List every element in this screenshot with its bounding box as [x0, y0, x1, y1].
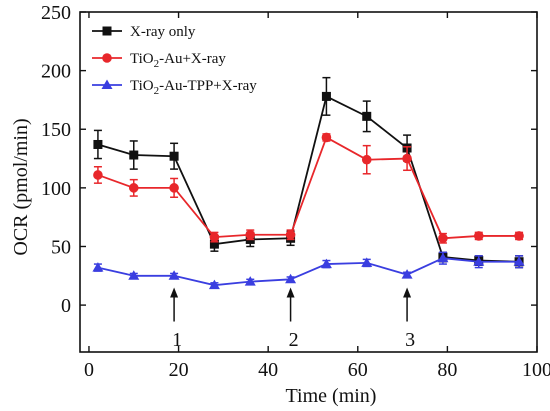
annotation-arrow-head [286, 287, 295, 298]
data-point-triangle [320, 258, 332, 269]
y-tick-label: 0 [61, 295, 71, 317]
data-point-triangle [401, 269, 413, 279]
series-3 [92, 251, 525, 290]
data-point-circle [93, 170, 103, 180]
data-point-square [169, 151, 179, 161]
x-tick-label: 0 [84, 359, 94, 381]
data-point-triangle [437, 252, 449, 263]
plot-frame [79, 11, 538, 353]
data-point-square [362, 111, 372, 121]
annotation-arrow-head [403, 287, 412, 298]
annotation-label: 2 [289, 329, 299, 351]
legend-name-subscript: 2 [154, 85, 160, 97]
y-tick-label: 150 [41, 119, 71, 141]
y-tick-label: 100 [41, 178, 71, 200]
x-tick-label: 20 [169, 359, 189, 381]
x-tick-label: 80 [437, 359, 457, 381]
annotation-label: 3 [405, 329, 415, 351]
data-point-circle [209, 232, 220, 242]
legend-name-suffix: -Au-TPP+X-ray [159, 78, 257, 94]
legend-name-suffix: -Au+X-ray [159, 51, 226, 67]
y-tick-label: 200 [41, 61, 71, 83]
annotations: 1 2 3 [170, 287, 415, 351]
data-point-triangle [244, 276, 256, 286]
legend-name-prefix: TiO [130, 51, 154, 67]
data-point-circle [438, 233, 448, 244]
data-point-circle [285, 229, 296, 240]
annotation-arrow-head [170, 287, 179, 298]
axes [79, 11, 538, 353]
data-point-circle [473, 231, 484, 241]
y-tick-label: 50 [51, 236, 71, 258]
data-point-circle [128, 183, 139, 193]
legend-name-prefix: TiO [130, 78, 154, 94]
data-point-circle [321, 132, 332, 143]
data-point-square [209, 239, 219, 249]
x-tick-label: 40 [258, 359, 278, 381]
legend-entry-1: X-ray only [130, 24, 196, 40]
data-point-triangle [92, 262, 104, 272]
data-point-circle [361, 154, 372, 165]
x-tick-label: 100 [522, 359, 550, 381]
series-line [97, 95, 520, 263]
y-tick-label: 250 [41, 2, 71, 24]
data-point-triangle [285, 273, 297, 284]
data-point-triangle [208, 279, 220, 290]
x-axis-title: Time (min) [286, 385, 377, 407]
data-point-triangle [101, 79, 113, 89]
data-point-circle [245, 229, 256, 240]
series-line [97, 257, 520, 287]
tick-labels: 0 20 40 60 80 100 0 50 100 150 200 250 [41, 2, 550, 381]
data-point-circle [402, 153, 412, 164]
legend-entry-3: TiO2-Au-TPP+X-ray [130, 78, 257, 97]
data-point-triangle [473, 256, 485, 266]
legend-name-subscript: 2 [154, 58, 160, 70]
data-point-square [129, 150, 139, 160]
data-point-square [93, 139, 103, 149]
series-1 [93, 76, 524, 269]
data-point-triangle [361, 257, 373, 267]
data-point-circle [102, 53, 112, 63]
series-2 [93, 132, 524, 244]
annotation-label: 1 [172, 329, 182, 351]
data-point-circle [514, 231, 524, 241]
series-layer [92, 76, 525, 290]
series-line [97, 136, 520, 240]
x-tick-label: 60 [348, 359, 368, 381]
data-point-triangle [128, 270, 140, 280]
data-point-circle [169, 183, 179, 193]
data-point-square [102, 26, 112, 36]
y-axis-title: OCR (pmol/min) [10, 118, 32, 255]
data-point-triangle [513, 256, 525, 266]
data-point-square [321, 91, 331, 101]
legend-entry-2: TiO2-Au+X-ray [130, 51, 226, 70]
data-point-triangle [168, 270, 180, 280]
